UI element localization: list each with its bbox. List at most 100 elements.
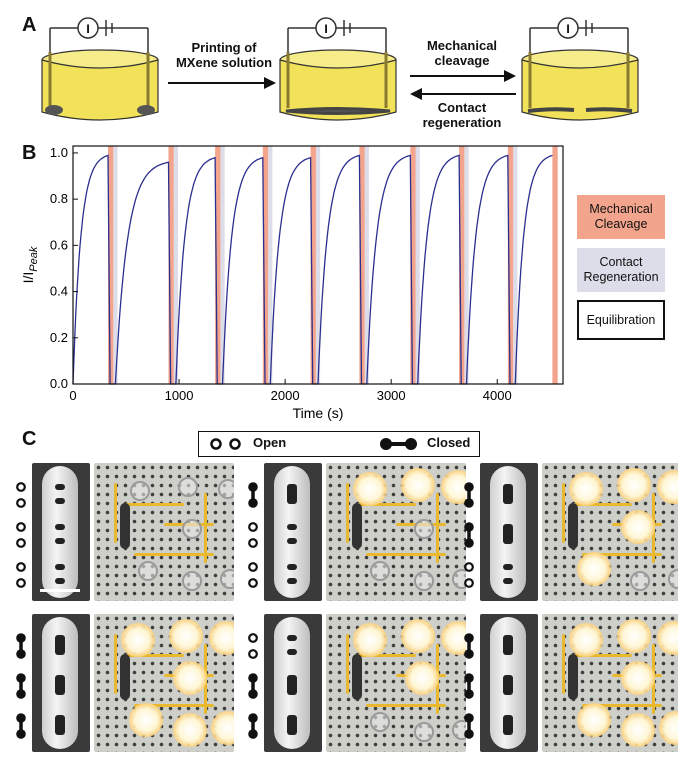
led-lit xyxy=(169,619,203,653)
closed-label: Closed xyxy=(427,435,471,450)
cleavage-band xyxy=(359,146,365,384)
open-switch-icon xyxy=(248,522,258,548)
regeneration-band xyxy=(464,146,469,384)
printed-switch xyxy=(42,466,78,598)
legend-contact-label: Contact Regeneration xyxy=(583,255,659,284)
wire xyxy=(356,654,416,657)
open-switch-icon xyxy=(16,562,26,588)
switch-photo xyxy=(480,463,538,601)
switch-contact xyxy=(287,675,297,695)
switch-contact xyxy=(55,578,65,584)
closed-switch-icon xyxy=(248,673,258,699)
switch-contact xyxy=(503,715,513,735)
y-axis-label: I/IPeak xyxy=(20,246,40,283)
y-tick-label: 0.8 xyxy=(50,191,68,206)
cleavage-band xyxy=(507,146,514,384)
regeneration-band xyxy=(173,146,178,384)
regeneration-band xyxy=(113,146,118,384)
closed-switch-icon xyxy=(16,713,26,739)
x-tick-label: 2000 xyxy=(271,388,300,403)
closed-switch-icon xyxy=(464,482,474,508)
led-lit xyxy=(657,470,678,504)
plot-frame xyxy=(72,145,564,385)
svg-text:I: I xyxy=(324,22,327,36)
led-lit xyxy=(401,468,435,502)
regeneration-band xyxy=(315,146,321,384)
led-breadboard-photo xyxy=(542,614,678,752)
wire xyxy=(366,553,446,556)
switch-photo xyxy=(32,463,90,601)
led-lit xyxy=(353,623,387,657)
printed-resistor xyxy=(120,654,130,700)
cleavage-band xyxy=(262,146,269,384)
led-lit xyxy=(621,661,655,695)
closed-switch-icon xyxy=(248,713,258,739)
wire xyxy=(346,634,349,694)
panel-label-c: C xyxy=(22,428,37,450)
switch-contact xyxy=(503,635,513,655)
led-unlit xyxy=(370,712,390,732)
closed-switch-icon xyxy=(464,522,474,548)
printed-switch xyxy=(490,617,526,749)
led-lit xyxy=(353,472,387,506)
cleavage-band xyxy=(215,146,221,384)
switch-contact xyxy=(55,675,65,695)
wire xyxy=(124,503,184,506)
switch-contact xyxy=(287,484,297,504)
led-breadboard-photo xyxy=(94,614,234,752)
led-unlit xyxy=(220,569,234,589)
current-chart: 0.0 0.2 0.4 0.6 0.8 1.0 0 1000 2000 3000 4000 Time … xyxy=(20,145,564,421)
switch-contact xyxy=(55,635,65,655)
y-tick-label: 0.4 xyxy=(50,284,68,299)
y-tick-label: 1.0 xyxy=(50,145,68,160)
printed-resistor xyxy=(120,503,130,549)
led-unlit xyxy=(452,720,466,740)
open-switch-icon xyxy=(464,562,474,588)
wire xyxy=(562,483,565,543)
led-lit xyxy=(577,703,611,737)
legend-mechanical-cleavage: Mechanical Cleavage xyxy=(577,195,665,239)
wire xyxy=(346,483,349,543)
x-axis-label: Time (s) xyxy=(293,405,344,421)
led-breadboard-photo xyxy=(94,463,234,601)
wire xyxy=(582,704,662,707)
switch-contact xyxy=(55,484,65,490)
open-switch-icon xyxy=(210,438,241,450)
led-lit xyxy=(441,621,466,655)
open-switch-icon xyxy=(248,633,258,659)
led-unlit xyxy=(182,519,202,539)
regeneration-band xyxy=(364,146,369,384)
printed-resistor xyxy=(568,503,578,549)
cleavage-band xyxy=(459,146,465,384)
led-lit xyxy=(121,623,155,657)
printed-resistor xyxy=(352,654,362,700)
switch-contact xyxy=(55,538,65,544)
switch-contact xyxy=(287,578,297,584)
reversible-arrows xyxy=(410,70,516,100)
led-lit xyxy=(657,621,678,655)
led-unlit xyxy=(370,561,390,581)
regeneration-band xyxy=(415,146,420,384)
y-tick-label: 0.2 xyxy=(50,330,68,345)
printed-switch xyxy=(274,466,310,598)
switch-legend: Open Closed xyxy=(198,431,480,457)
open-switch-icon xyxy=(248,562,258,588)
cleavage-band xyxy=(168,146,174,384)
led-unlit xyxy=(130,481,150,501)
legend-equilibration-label: Equilibration xyxy=(586,312,656,327)
svg-text:I: I xyxy=(86,22,89,36)
switch-contact xyxy=(503,524,513,544)
switch-contact xyxy=(287,715,297,735)
led-unlit xyxy=(414,571,434,591)
beaker-cleaved: I xyxy=(521,17,639,121)
open-label: Open xyxy=(253,435,287,450)
switch-contact xyxy=(503,564,513,570)
switch-contact xyxy=(287,524,297,530)
closed-switch-icon xyxy=(464,633,474,659)
switch-contact xyxy=(503,484,513,504)
regeneration-label: Contact regeneration xyxy=(422,100,502,130)
regeneration-band xyxy=(513,146,518,384)
switch-contact xyxy=(55,715,65,735)
led-breadboard-photo xyxy=(542,463,678,601)
y-tick-label: 0.6 xyxy=(50,237,68,252)
